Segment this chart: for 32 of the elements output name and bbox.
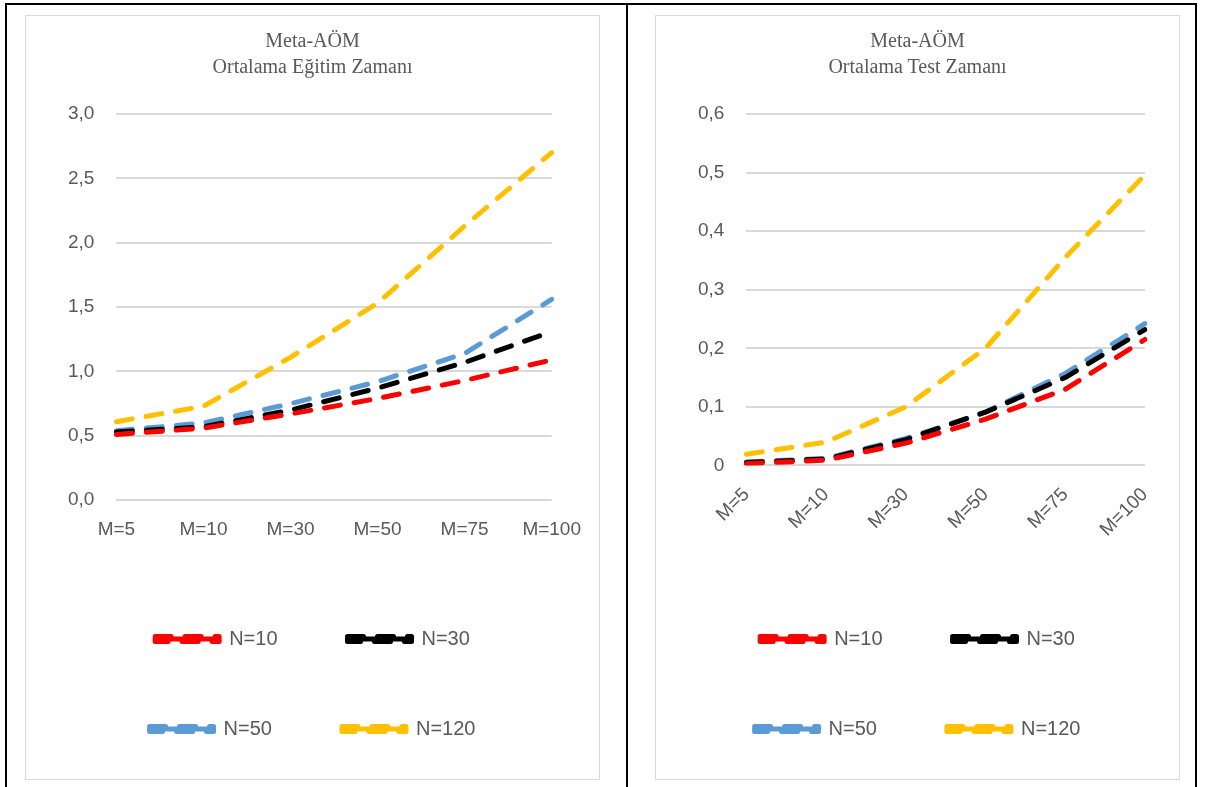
- y-tick-label: 0,6: [697, 102, 725, 124]
- x-tick-label: M=100: [522, 517, 581, 539]
- y-tick-label: 1,5: [67, 295, 95, 317]
- x-tick-label: M=10: [179, 517, 228, 539]
- y-tick-label: 2,5: [67, 166, 95, 188]
- y-tick-label: 0,3: [697, 277, 725, 299]
- x-tick-label: M=75: [440, 517, 489, 539]
- chart-subtitle: Ortalama Test Zamanı: [828, 55, 1008, 78]
- legend-label: N=120: [415, 716, 476, 739]
- y-tick-label: 0,2: [697, 336, 725, 358]
- y-tick-label: 1,0: [67, 359, 95, 381]
- legend-label: N=120: [1020, 716, 1081, 739]
- y-tick-label: 0,5: [697, 160, 725, 182]
- y-tick-label: 0: [713, 453, 725, 475]
- y-tick-label: 0,4: [697, 219, 725, 241]
- legend-label: N=10: [834, 626, 883, 649]
- x-tick-label: M=5: [97, 517, 136, 539]
- legend-label: N=50: [828, 716, 877, 739]
- y-tick-label: 0,0: [67, 488, 95, 510]
- x-tick-label: M=50: [353, 517, 402, 539]
- legend-label: N=50: [223, 716, 272, 739]
- x-tick-label: M=30: [266, 517, 315, 539]
- y-tick-label: 0,5: [67, 424, 95, 446]
- legend-label: N=30: [1026, 626, 1075, 649]
- chart-title: Meta-AÖM: [870, 29, 965, 52]
- legend-label: N=30: [421, 626, 470, 649]
- y-tick-label: 3,0: [67, 102, 95, 124]
- y-tick-label: 2,0: [67, 230, 95, 252]
- chart-subtitle: Ortalama Eğitim Zamanı: [212, 55, 413, 79]
- y-tick-label: 0,1: [697, 395, 725, 417]
- legend-label: N=10: [229, 626, 278, 649]
- chart-title: Meta-AÖM: [265, 29, 360, 52]
